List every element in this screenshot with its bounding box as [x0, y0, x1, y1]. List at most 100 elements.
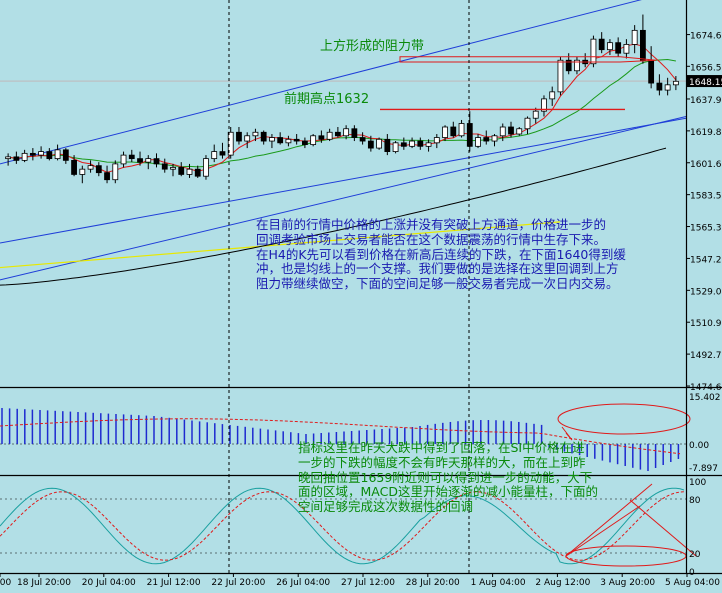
- price-tick-label: 1529.05: [690, 287, 722, 297]
- current-price-label: 1648.15: [689, 78, 722, 88]
- resistance-zone-label: 上方形成的阻力带: [320, 39, 425, 54]
- price-tick-label: 1674.60: [690, 32, 722, 42]
- ma-slow-black: [0, 147, 667, 286]
- candle-body: [541, 98, 547, 112]
- candle-body: [244, 135, 251, 142]
- stoch-tick-label: 20: [689, 550, 701, 560]
- candle-body: [29, 152, 36, 156]
- candle-body: [38, 151, 44, 156]
- candle-body: [269, 137, 275, 142]
- candle-body: [46, 151, 53, 160]
- current-price-box: [687, 75, 722, 88]
- resistance-zone: [399, 56, 657, 63]
- candle-body: [508, 126, 514, 135]
- candle-body: [252, 131, 259, 137]
- main-commentary-line: 在H4的K先可以看到价格在新高后连续的下跌，在下面1640得到缓: [256, 246, 626, 262]
- candle-body: [203, 158, 209, 177]
- indicator-commentary: 指标这里在昨天大跌中得到了回落，在SI中价格在进 一步的下跌的幅度不会有昨天那样的…: [298, 440, 680, 515]
- main-commentary-line: 冲，也是均线上的一个支撑。我们要做的是选择在这里回调到上方: [256, 261, 619, 277]
- candle-body: [590, 38, 597, 65]
- stoch-tick-label: 100: [689, 478, 706, 488]
- candle-body: [128, 154, 135, 160]
- price-tick-label: 1547.20: [690, 255, 722, 265]
- price-tick-label: 1510.90: [690, 319, 722, 329]
- indicator-commentary-line: 一步的下跌的幅度不会有昨天那样的大，而在上到昨: [298, 454, 586, 470]
- candle-body: [194, 168, 201, 177]
- candle-body: [302, 140, 308, 145]
- time-tick-label: 2 Aug 12:00: [535, 578, 590, 588]
- candle-body: [367, 140, 374, 149]
- main-commentary: 在目前的行情中价格的上涨并没有突破上方通道，价格进一步的 回调考验市场上交易者能否…: [256, 217, 718, 292]
- macd-pane: [0, 403, 691, 471]
- middle-channel-line: [0, 117, 687, 244]
- candle-body: [153, 158, 160, 165]
- price-tick-label: 1637.95: [690, 96, 722, 106]
- macd-tick-label: 0.00: [689, 441, 709, 451]
- price-tick-label: 1583.50: [690, 192, 722, 202]
- candle-body: [219, 151, 226, 156]
- candle-body: [458, 123, 465, 137]
- candle-body: [475, 137, 481, 147]
- stoch-arrow: [629, 499, 697, 557]
- candle-body: [607, 42, 613, 51]
- candle-body: [137, 158, 143, 163]
- candle-body: [343, 128, 350, 137]
- main-commentary-line: 在目前的行情中价格的上涨并没有突破上方通道，价格进一步的: [256, 217, 607, 232]
- candle-body: [54, 149, 61, 160]
- macd-arrow: [561, 426, 573, 441]
- candle-body: [318, 135, 325, 140]
- candle-body: [277, 137, 284, 144]
- ma-long-yellow: [0, 221, 561, 269]
- candle-body: [227, 131, 234, 156]
- candle-body: [656, 82, 663, 91]
- candle-body: [104, 172, 110, 181]
- candle-body: [21, 152, 28, 161]
- candle-body: [87, 165, 94, 170]
- candle-body: [549, 91, 556, 100]
- candle-body: [392, 142, 399, 152]
- candle-body: [376, 138, 382, 149]
- price-tick-label: 1601.65: [690, 160, 722, 170]
- candle-body: [598, 38, 605, 51]
- price-tick-label: 1474.60: [690, 383, 722, 393]
- candle-body: [351, 128, 358, 138]
- candle-body: [95, 165, 102, 174]
- candle-body: [631, 29, 638, 45]
- candle-body: [574, 59, 580, 72]
- indicator-commentary-line: 指标这里在昨天大跌中得到了回落，在SI中价格在进: [298, 440, 585, 455]
- candle-body: [400, 142, 407, 147]
- candle-body: [450, 126, 457, 137]
- candle-body: [260, 131, 267, 142]
- candle-body: [516, 128, 523, 135]
- candle-body: [409, 140, 415, 147]
- time-tick-label: 1 Aug 04:00: [471, 578, 526, 588]
- candle-body: [672, 80, 679, 86]
- macd-signal-line: [0, 418, 681, 455]
- candle-body: [433, 137, 440, 144]
- candle-body: [615, 42, 622, 54]
- price-tick-label: 1656.55: [690, 63, 722, 73]
- candle-body: [145, 158, 152, 163]
- candle-body: [565, 59, 572, 72]
- time-tick-label: 5 Aug 04:00: [665, 578, 720, 588]
- stoch-signal-line: [0, 491, 685, 561]
- time-tick-label: 18 Jul 20:00: [17, 578, 71, 588]
- lower-channel-line: [0, 115, 687, 281]
- upper-channel-line: [0, 0, 642, 165]
- candle-body: [293, 138, 300, 142]
- candle-body: [425, 142, 432, 147]
- stochastic-pane: [0, 483, 697, 567]
- candle-body: [170, 167, 176, 170]
- candle-body: [285, 138, 292, 144]
- time-tick-label: 22 Jul 20:00: [211, 578, 265, 588]
- candle-body: [211, 151, 218, 160]
- candle-body: [186, 168, 193, 175]
- time-tick-label: 26 Jul 04:00: [276, 578, 330, 588]
- previous-high-label: 前期高点1632: [284, 92, 370, 107]
- candle-body: [13, 156, 20, 161]
- candle-body: [334, 131, 341, 137]
- time-tick-label: 1:00: [0, 578, 11, 588]
- price-pane: [0, 0, 687, 286]
- candle-body: [664, 84, 671, 91]
